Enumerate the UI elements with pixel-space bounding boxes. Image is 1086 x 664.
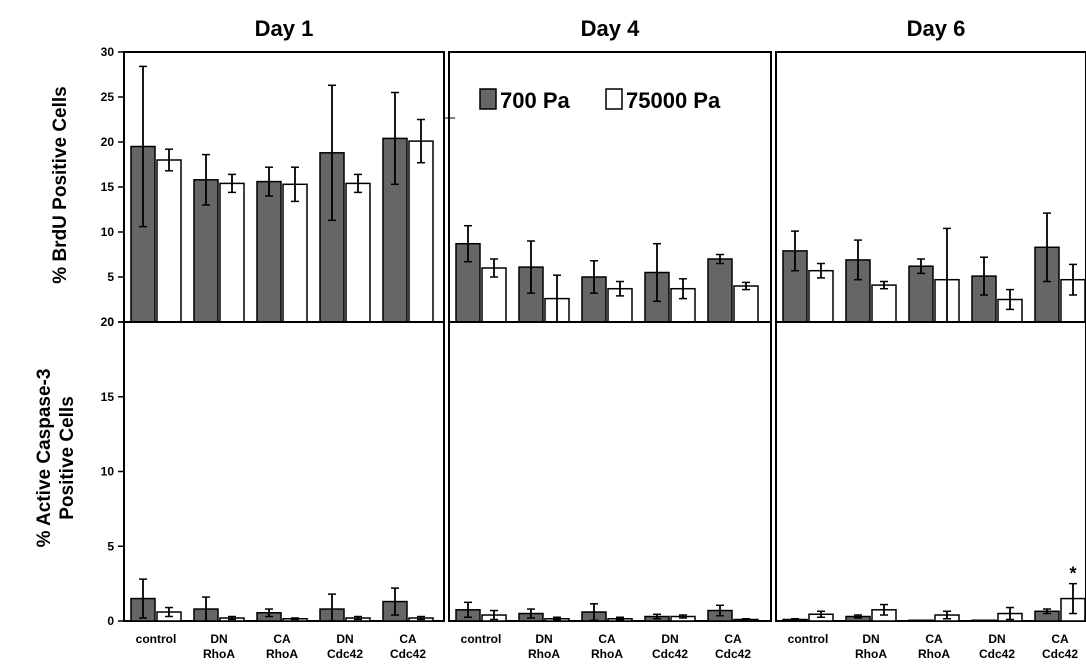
bar-75000pa [733,285,759,323]
panel-day-1-brdu: Day 1 0 5 10 15 20 25 30 [101,16,445,329]
y-tick-label: 0 [107,614,114,628]
category-label: DN [988,632,1005,646]
bar-75000pa [282,183,308,323]
category-label: CA [724,632,742,646]
panel-title: Day 1 [255,16,314,41]
legend-swatch-75000pa [605,88,623,110]
category-label: RhoA [918,647,950,661]
category-label: control [461,632,502,646]
panel-day-6-brdu: Day 6 [775,16,1086,323]
y-tick-label: 15 [101,390,115,404]
category-label: Cdc42 [652,647,688,661]
category-label: Cdc42 [979,647,1015,661]
category-label: CA [273,632,291,646]
y-tick-label: 0 [107,315,114,329]
panel-frame [123,321,445,622]
category-label: RhoA [266,647,298,661]
panel-title: Day 6 [907,16,966,41]
bar-75000pa [808,269,834,323]
category-label: RhoA [203,647,235,661]
y-tick-label: 20 [101,135,115,149]
bar-700pa [256,180,282,323]
category-label: RhoA [591,647,623,661]
legend-label-700pa: 700 Pa [500,88,570,113]
bar-700pa [908,619,934,622]
category-label: Cdc42 [390,647,426,661]
bar-75000pa [219,182,245,323]
category-label: CA [1051,632,1069,646]
category-label: DN [336,632,353,646]
category-label: RhoA [528,647,560,661]
legend-swatch-700pa [479,88,497,110]
category-label: CA [399,632,417,646]
panel-frame [775,321,1086,622]
bar-75000pa [156,159,182,323]
category-label: Cdc42 [715,647,751,661]
legend-label-75000pa: 75000 Pa [626,88,721,113]
category-label: RhoA [855,647,887,661]
ylabel-brdu: % BrdU Positive Cells [50,86,71,283]
y-tick-label: 20 [101,315,115,329]
panel-frame [448,321,772,622]
significance-marker: * [1069,564,1076,584]
bar-700pa [971,619,997,622]
category-label: DN [210,632,227,646]
category-label: CA [598,632,616,646]
bar-75000pa [607,287,633,323]
bar-700pa [707,258,733,323]
y-tick-label: 10 [101,465,115,479]
category-label: DN [535,632,552,646]
panel-day-4-brdu: Day 4 [448,16,772,323]
bar-700pa [908,265,934,323]
category-label: DN [661,632,678,646]
y-tick-label: 5 [107,539,114,553]
panel-title: Day 4 [581,16,640,41]
category-label: Cdc42 [327,647,363,661]
y-tick-label: 5 [107,270,114,284]
category-label: control [136,632,177,646]
category-label: DN [862,632,879,646]
y-tick-label: 25 [101,90,115,104]
bar-75000pa [408,140,434,323]
bar-75000pa [345,182,371,323]
bar-75000pa [871,284,897,323]
legend: 700 Pa 75000 Pa [479,88,721,113]
category-label: Cdc42 [1042,647,1078,661]
y-tick-label: 30 [101,45,115,59]
category-label: CA [925,632,943,646]
y-tick-label: 10 [101,225,115,239]
ylabel-caspase-line2: Positive Cells [57,396,78,520]
y-tick-label: 15 [101,180,115,194]
category-label: control [788,632,829,646]
ylabel-caspase-line1: % Active Caspase-3 [34,369,55,548]
